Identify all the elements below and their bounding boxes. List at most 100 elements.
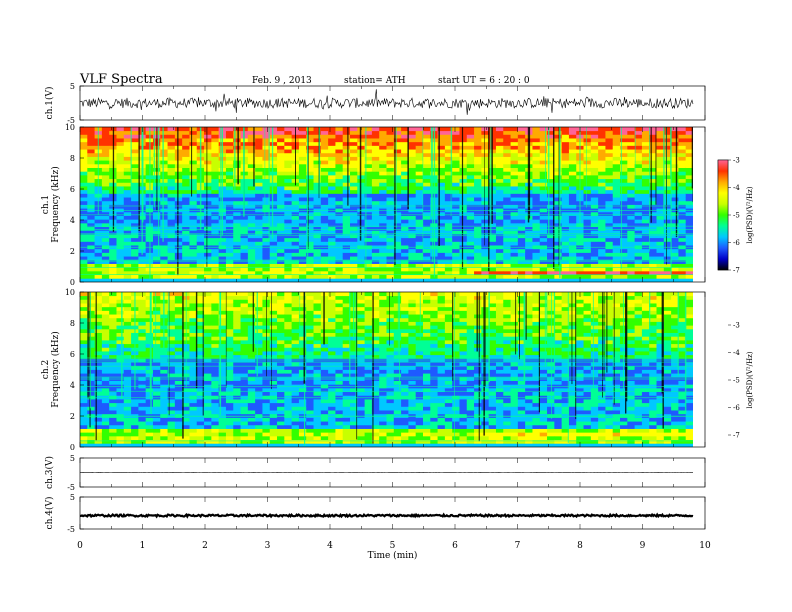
spectrogram-cell	[138, 270, 147, 276]
spectrogram-cell	[291, 259, 300, 264]
spectrogram-cell	[437, 226, 446, 231]
spectrogram-cell	[379, 219, 387, 224]
spectrogram-cell	[123, 380, 132, 385]
spectrogram-cell	[568, 141, 577, 146]
spectrogram-cell	[313, 193, 322, 198]
spectrogram-cell	[459, 252, 468, 257]
spectrogram-cell	[204, 219, 212, 224]
spectrogram-cell	[211, 351, 220, 356]
spectrogram-cell	[109, 432, 117, 437]
spectrogram-streak	[237, 127, 239, 185]
spectrogram-cell	[474, 219, 482, 224]
spectrogram-cell	[641, 211, 650, 216]
spectrogram-cell	[218, 278, 227, 282]
spectrogram-cell	[474, 200, 482, 205]
spectrogram-cell	[503, 219, 511, 224]
spectrogram-cell	[568, 248, 577, 253]
spectrogram-cell	[627, 274, 636, 279]
spectrogram-cell	[182, 424, 190, 429]
spectrogram-cell	[109, 230, 117, 235]
spectrogram-cell	[123, 432, 132, 437]
spectrogram-cell	[189, 160, 198, 165]
spectrogram-cell	[240, 299, 249, 304]
spectrogram-cell	[225, 354, 234, 359]
spectrogram-cell	[196, 417, 205, 422]
spectrogram-cell	[685, 186, 693, 191]
spectrogram-cell	[80, 428, 88, 433]
spectrogram-cell	[116, 160, 125, 165]
spectrogram-cell	[415, 186, 424, 191]
spectrogram-cell	[561, 145, 570, 150]
spectrogram-cell	[269, 186, 278, 191]
spectrogram-cell	[364, 156, 373, 161]
spectrogram-cell	[641, 149, 650, 154]
spectrogram-cell	[649, 211, 657, 216]
spectrogram-cell	[174, 215, 183, 220]
spectrogram-cell	[298, 369, 307, 374]
spectrogram-cell	[313, 145, 322, 150]
spectrogram-cell	[386, 134, 395, 139]
spectrogram-cell	[335, 149, 344, 154]
spectrogram-cell	[663, 219, 672, 224]
spectrogram-cell	[189, 321, 198, 326]
spectrogram-cell	[422, 270, 431, 276]
spectrogram-cell	[685, 152, 693, 157]
spectrogram-cell	[225, 343, 234, 348]
spectrogram-cell	[364, 134, 373, 139]
spectrogram-streak	[158, 127, 160, 256]
spectrogram-cell	[116, 402, 125, 407]
spectrogram-cell	[393, 127, 402, 132]
spectrogram-cell	[262, 130, 271, 135]
spectrogram-cell	[444, 267, 453, 272]
spectrogram-cell	[459, 226, 468, 231]
spectrogram-cell	[167, 149, 176, 154]
spectrogram-cell	[291, 439, 300, 444]
spectrogram-cell	[517, 193, 526, 198]
spectrogram-cell	[94, 219, 103, 224]
spectrogram-cell	[174, 435, 183, 441]
spectrogram-cell	[277, 354, 285, 359]
spectrogram-cell	[525, 222, 533, 228]
spectrogram-cell	[211, 358, 220, 363]
spectrogram-cell	[503, 189, 511, 194]
spectrogram-cell	[116, 259, 125, 264]
spectrogram-cell	[182, 141, 190, 146]
spectrogram-cell	[138, 380, 147, 385]
spectrogram-cell	[152, 373, 161, 378]
spectrogram-cell	[174, 295, 183, 300]
spectrogram-cell	[152, 274, 161, 279]
spectrogram-cell	[101, 138, 110, 143]
spectrogram-cell	[517, 197, 526, 202]
spectrogram-cell	[342, 189, 351, 194]
spectrogram-cell	[678, 149, 687, 154]
spectrogram-cell	[452, 186, 460, 191]
spectrogram-cell	[656, 152, 665, 157]
spectrogram-cell	[474, 197, 482, 202]
spectrogram-cell	[269, 222, 278, 228]
spectrogram-cell	[204, 439, 212, 444]
spectrogram-cell	[138, 410, 147, 415]
spectrogram-cell	[174, 380, 183, 385]
spectrogram-cell	[342, 141, 351, 146]
spectrogram-cell	[568, 215, 577, 220]
spectrogram-cell	[620, 145, 628, 150]
spectrogram-cell	[123, 343, 132, 348]
spectrogram-cell	[240, 317, 249, 322]
spectrogram-cell	[87, 303, 95, 308]
spectrogram-cell	[182, 182, 190, 187]
spectrogram-cell	[612, 215, 621, 220]
spectrogram-cell	[437, 197, 446, 202]
spectrogram-cell	[160, 358, 168, 363]
spectrogram-cell	[576, 230, 584, 235]
spectrogram-cell	[182, 256, 190, 261]
spectrogram-cell	[123, 222, 132, 228]
spectrogram-cell	[174, 314, 183, 319]
spectrogram-cell	[481, 252, 490, 257]
spectrogram-cell	[211, 156, 220, 161]
spectrogram-cell	[590, 167, 599, 172]
spectrogram-cell	[131, 274, 139, 279]
spectrogram-cell	[605, 149, 614, 154]
spectrogram-cell	[225, 292, 234, 297]
spectrogram-cell	[87, 130, 95, 135]
spectrogram-cell	[94, 303, 103, 308]
